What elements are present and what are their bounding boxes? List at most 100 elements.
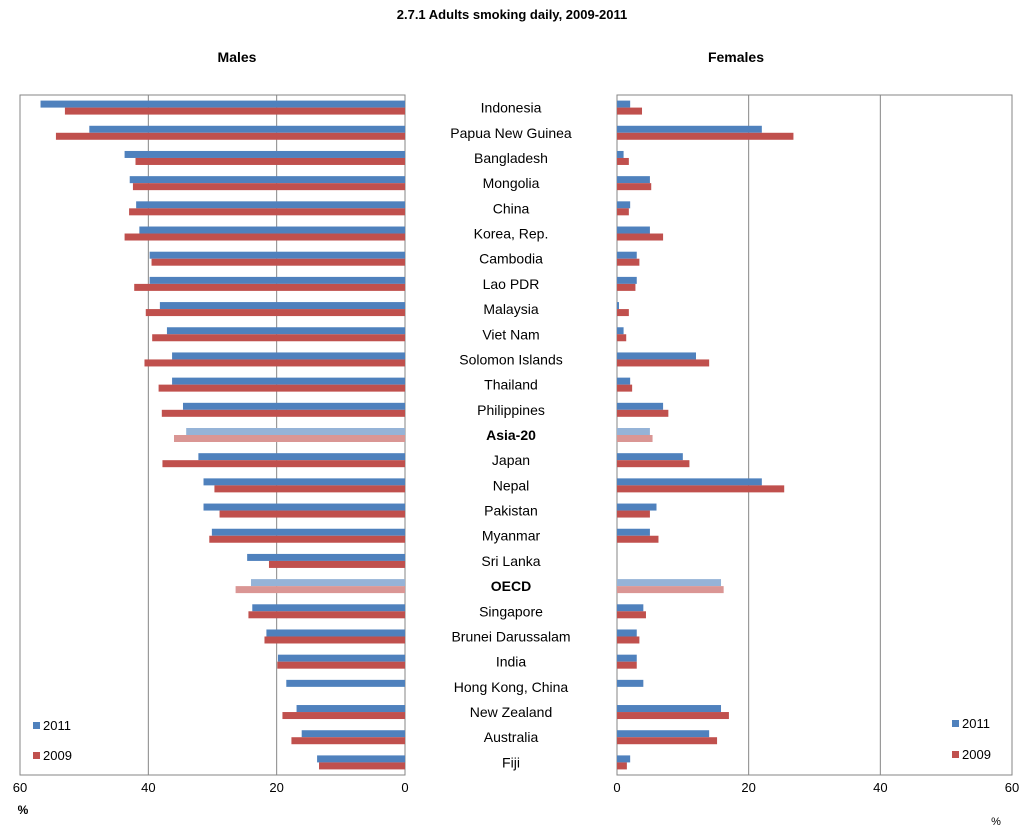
category-label: Malaysia — [483, 301, 538, 317]
female-bar-2009 — [617, 183, 652, 191]
male-bar-2011 — [277, 654, 405, 662]
males-panel-title: Males — [218, 49, 257, 65]
female-bar-2009 — [617, 535, 659, 543]
female-bar-2009 — [617, 586, 724, 594]
male-bar-2011 — [89, 125, 406, 133]
male-bar-2009 — [214, 485, 405, 493]
category-label: Thailand — [484, 377, 538, 393]
female-bar-2009 — [617, 233, 664, 241]
category-label: Papua New Guinea — [450, 125, 572, 141]
category-label: New Zealand — [470, 704, 553, 720]
category-label: Nepal — [493, 477, 530, 493]
female-bar-2011 — [617, 453, 683, 461]
female-legend-swatch-2009 — [952, 751, 959, 758]
category-label: Singapore — [479, 603, 543, 619]
female-bar-2011 — [617, 654, 637, 662]
female-bar-2011 — [617, 679, 644, 687]
male-bar-2009 — [277, 661, 405, 669]
female-bar-2009 — [617, 132, 794, 140]
female-bar-2011 — [617, 755, 631, 763]
category-label: Fiji — [502, 754, 520, 770]
female-tick-label: 0 — [613, 780, 620, 795]
male-tick-label: 0 — [401, 780, 408, 795]
males-plot-area: 60 40 20 0 2011 2009 — [13, 94, 409, 795]
male-tick-label: 20 — [269, 780, 283, 795]
female-bar-2011 — [617, 352, 696, 360]
male-bar-2009 — [235, 586, 405, 594]
male-bar-2011 — [172, 352, 405, 360]
category-label: Japan — [492, 452, 530, 468]
females-unit-label: % — [991, 816, 1001, 828]
male-bar-2009 — [319, 762, 405, 770]
male-bar-2011 — [172, 377, 405, 385]
female-bar-2009 — [617, 359, 710, 367]
male-bar-2009 — [124, 233, 405, 241]
male-bar-2009 — [132, 183, 405, 191]
female-bar-2009 — [617, 460, 690, 468]
male-bar-2011 — [301, 730, 405, 738]
category-label: Australia — [484, 729, 539, 745]
male-bar-2011 — [182, 402, 405, 410]
female-bar-2009 — [617, 283, 636, 291]
males-unit-label: % — [18, 803, 29, 817]
male-bar-2009 — [135, 157, 405, 165]
male-bar-2009 — [161, 409, 405, 417]
female-bar-2009 — [617, 712, 729, 720]
category-label: Pakistan — [484, 503, 538, 519]
female-bar-2011 — [617, 604, 644, 612]
category-label: Korea, Rep. — [474, 226, 549, 242]
female-bar-2009 — [617, 258, 640, 266]
female-bar-2011 — [617, 125, 762, 133]
female-bar-2011 — [617, 629, 637, 637]
male-bar-2009 — [268, 560, 405, 568]
female-bar-2011 — [617, 528, 650, 536]
female-tick-label: 40 — [873, 780, 887, 795]
female-bar-2011 — [617, 705, 722, 713]
male-bar-2011 — [251, 579, 405, 587]
male-bar-2009 — [64, 107, 406, 115]
male-bar-2011 — [198, 453, 405, 461]
male-legend-swatch-2011 — [33, 722, 40, 729]
male-bar-2011 — [124, 150, 405, 158]
male-bar-2011 — [139, 226, 405, 234]
female-bar-2009 — [617, 661, 637, 669]
female-bar-2009 — [617, 309, 629, 317]
female-legend-label-2009: 2009 — [962, 747, 991, 762]
category-label: Sri Lanka — [481, 553, 540, 569]
male-bar-2011 — [159, 302, 405, 310]
female-bar-2011 — [617, 579, 722, 587]
chart-title: 2.7.1 Adults smoking daily, 2009-2011 — [397, 7, 628, 22]
female-bar-2011 — [617, 503, 657, 511]
female-bar-2009 — [617, 107, 643, 115]
female-bar-2009 — [617, 762, 627, 770]
category-label: Lao PDR — [483, 276, 540, 292]
females-panel-title: Females — [708, 49, 764, 65]
male-bar-2011 — [317, 755, 405, 763]
male-bar-2009 — [282, 712, 405, 720]
category-label: OECD — [491, 578, 531, 594]
female-bar-2009 — [617, 611, 646, 619]
male-bar-2009 — [152, 334, 405, 342]
male-bar-2009 — [55, 132, 405, 140]
male-bar-2011 — [136, 201, 405, 209]
female-bar-2011 — [617, 402, 664, 410]
male-bar-2009 — [151, 258, 405, 266]
category-label: Cambodia — [479, 251, 543, 267]
category-label: Hong Kong, China — [454, 679, 569, 695]
male-bar-2009 — [145, 309, 405, 317]
female-bar-2011 — [617, 100, 631, 108]
female-bar-2009 — [617, 208, 629, 216]
male-bar-2011 — [149, 276, 405, 284]
female-bar-2011 — [617, 201, 631, 209]
male-bar-2011 — [166, 327, 405, 335]
category-label: Brunei Darussalam — [451, 628, 570, 644]
male-bar-2009 — [162, 460, 405, 468]
female-tick-label: 60 — [1005, 780, 1019, 795]
male-bar-2009 — [134, 283, 405, 291]
male-bar-2009 — [209, 535, 405, 543]
female-bar-2011 — [617, 302, 619, 310]
category-label: Myanmar — [482, 528, 541, 544]
male-bar-2009 — [291, 737, 405, 745]
female-bar-2011 — [617, 226, 650, 234]
